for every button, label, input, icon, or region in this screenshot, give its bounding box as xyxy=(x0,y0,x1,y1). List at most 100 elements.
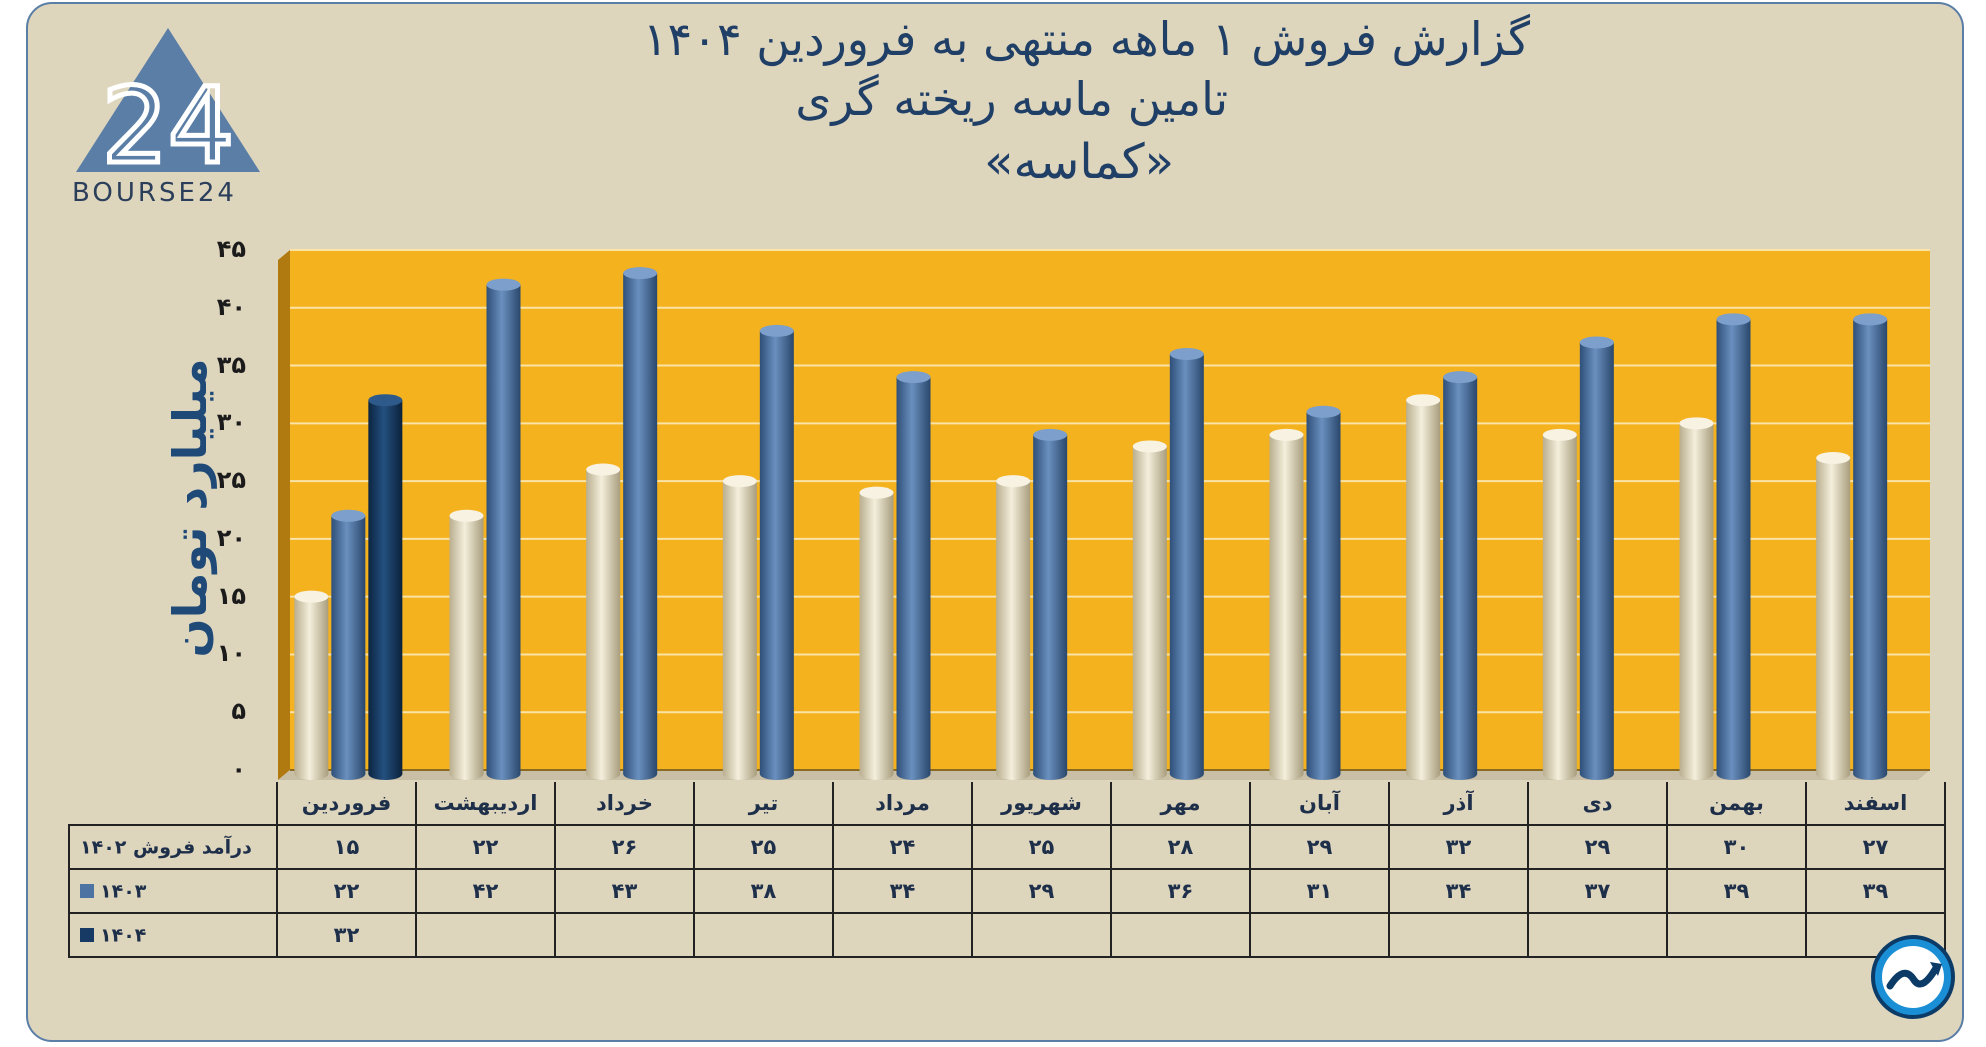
bar-s1403 xyxy=(759,324,794,780)
bar-s1402 xyxy=(1269,428,1304,780)
table-cell xyxy=(415,912,556,958)
y-tick-label: ۲۰ xyxy=(216,523,246,552)
table-cell: ۲۶ xyxy=(554,824,695,870)
bar-base xyxy=(1033,768,1068,780)
bar-base xyxy=(1853,768,1888,780)
series-name: ۱۴۰۳ xyxy=(100,880,147,903)
y-tick-label: ۳۰ xyxy=(216,408,246,437)
bar-cap xyxy=(294,590,329,603)
plot-floor xyxy=(278,770,1930,780)
bar-body xyxy=(449,515,484,774)
bar-cap xyxy=(586,463,621,476)
bar-body xyxy=(1406,400,1441,774)
y-tick-label: ۲۵ xyxy=(216,466,246,495)
legend-swatch xyxy=(80,884,94,899)
table-cell: ۴۲ xyxy=(415,868,556,914)
table-cell: ۳۱ xyxy=(1249,868,1390,914)
table-cell xyxy=(1249,912,1390,958)
bar-body xyxy=(1269,434,1304,774)
bar-s1402 xyxy=(1816,452,1851,780)
logo-mark: 24 xyxy=(102,65,234,187)
y-tick-label: ۱۵ xyxy=(216,581,246,610)
bar-base xyxy=(331,768,366,780)
bar-cap xyxy=(368,394,403,407)
bar-body xyxy=(486,284,521,774)
table-cell: ۲۲ xyxy=(415,824,556,870)
legend-swatch xyxy=(80,928,94,943)
category-label: اردیبهشت xyxy=(415,782,556,826)
bar-base xyxy=(759,768,794,780)
table-row: درآمد فروش ۱۴۰۲ ۱۵ ۲۲ ۲۶ ۲۵ ۲۴ ۲۵ ۲۸ ۲۹ ۳۲ ۲۹ ۳۰ ۲۷ xyxy=(68,824,1946,870)
bar-body xyxy=(586,469,621,774)
table-header-row: فروردین اردیبهشت خرداد تیر مرداد شهریور مهر آبا… xyxy=(69,782,1946,826)
bar-cap xyxy=(859,486,894,499)
series-name: درآمد فروش ۱۴۰۲ xyxy=(80,836,252,859)
table-cell xyxy=(832,912,973,958)
table-cell: ۳۲ xyxy=(276,912,417,958)
bar-s1402 xyxy=(859,486,894,780)
y-tick-label: ۴۰ xyxy=(216,292,246,321)
bar-s1403 xyxy=(1716,313,1751,780)
bar-cap xyxy=(1406,394,1441,407)
table-cell xyxy=(693,912,834,958)
bar-cap xyxy=(1542,428,1577,441)
bar-s1403 xyxy=(896,371,931,780)
bar-base xyxy=(1306,768,1341,780)
category-label: دی xyxy=(1527,782,1668,826)
table-cell: ۳۹ xyxy=(1805,868,1946,914)
category-label: آبان xyxy=(1249,782,1390,826)
bar-cap xyxy=(1169,348,1204,360)
table-cell: ۳۷ xyxy=(1527,868,1668,914)
chart-title: گزارش فروش ۱ ماهه منتهی به فروردین ۱۴۰۴ xyxy=(642,12,1530,66)
series-label: ۱۴۰۳ xyxy=(68,868,278,914)
bar-base xyxy=(1406,768,1441,780)
bar-s1404 xyxy=(368,394,403,780)
bar-cap xyxy=(1306,405,1341,418)
bar-body xyxy=(1132,446,1167,774)
bar-body xyxy=(859,492,894,774)
data-table: فروردین اردیبهشت خرداد تیر مرداد شهریور مهر آبا… xyxy=(68,782,1946,958)
bar-base xyxy=(1169,768,1204,780)
bar-s1403 xyxy=(1443,371,1478,780)
bar-s1402 xyxy=(1132,440,1167,780)
table-cell: ۲۵ xyxy=(971,824,1112,870)
bar-body xyxy=(759,330,794,774)
bar-base xyxy=(1579,768,1614,780)
bar-body xyxy=(722,481,757,774)
bar-s1403 xyxy=(1306,405,1341,780)
table-cell xyxy=(1527,912,1668,958)
table-cell: ۴۳ xyxy=(554,868,695,914)
bar-cap xyxy=(1816,452,1851,464)
bar-cap xyxy=(1033,428,1068,441)
table-cell: ۳۴ xyxy=(832,868,973,914)
bar-base xyxy=(896,768,931,780)
bar-s1402 xyxy=(449,509,484,780)
bar-body xyxy=(1853,319,1888,774)
bar-body xyxy=(1033,434,1068,774)
bar-base xyxy=(449,768,484,780)
table-cell xyxy=(1110,912,1251,958)
table-cell xyxy=(971,912,1112,958)
y-tick-label: ۵ xyxy=(231,697,246,726)
bar-body xyxy=(1579,342,1614,774)
bar-s1402 xyxy=(996,475,1031,780)
plot-area xyxy=(290,250,1930,770)
table-cell xyxy=(1666,912,1807,958)
category-label: بهمن xyxy=(1666,782,1807,826)
company-name: تامین ماسه ریخته گری xyxy=(795,72,1228,126)
bar-base xyxy=(1443,768,1478,780)
bar-cap xyxy=(449,509,484,522)
table-cell: ۳۴ xyxy=(1388,868,1529,914)
table-row: ۱۴۰۴ ۳۲ xyxy=(68,912,1946,958)
table-cell xyxy=(1388,912,1529,958)
bar-base xyxy=(722,768,757,780)
table-cell: ۲۹ xyxy=(1527,824,1668,870)
bar-s1402 xyxy=(1406,394,1441,780)
trend-arrow-icon xyxy=(1871,935,1955,1019)
category-label: خرداد xyxy=(554,782,695,826)
table-cell: ۲۵ xyxy=(693,824,834,870)
table-cell: ۲۹ xyxy=(1249,824,1390,870)
logo-wordmark: BOURSE24 xyxy=(72,178,237,208)
bar-cap xyxy=(896,371,931,384)
